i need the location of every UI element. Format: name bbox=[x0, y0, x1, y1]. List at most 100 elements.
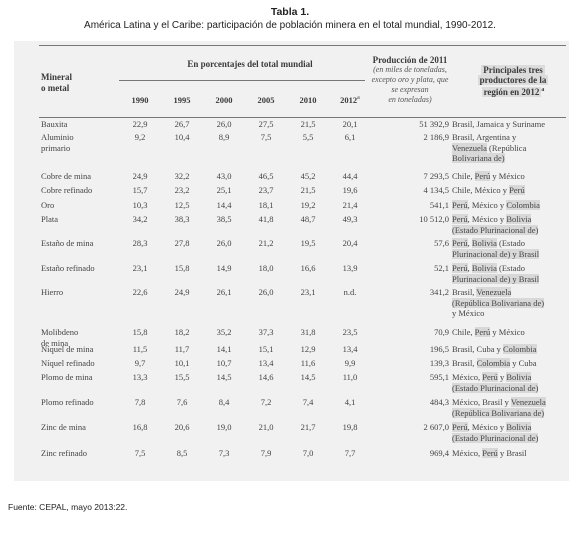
percent-value: 14,9 bbox=[216, 263, 232, 273]
percent-value: 43,0 bbox=[216, 171, 232, 181]
mineral-name: Cobre refinado bbox=[41, 185, 93, 195]
percent-value: 7,2 bbox=[260, 397, 272, 407]
percent-value: 21,4 bbox=[342, 200, 358, 210]
header-percent: En porcentajes del total mundial bbox=[187, 59, 313, 69]
percent-value: 8,9 bbox=[218, 132, 230, 142]
percent-value: 13,4 bbox=[342, 344, 358, 354]
percent-value: 14,6 bbox=[258, 372, 274, 382]
production-value: 2 186,9 bbox=[423, 132, 450, 142]
producer-countries: Brasil, Colombia y Cuba bbox=[452, 358, 537, 368]
percent-value: 10,3 bbox=[132, 200, 148, 210]
percent-value: 7,8 bbox=[134, 397, 146, 407]
table-number: Tabla 1. bbox=[270, 6, 310, 18]
percent-value: 19,8 bbox=[342, 422, 358, 432]
percent-value: 23,2 bbox=[174, 185, 190, 195]
mineral-name: Cobre de mina bbox=[41, 171, 92, 181]
percent-value: 7,5 bbox=[134, 448, 146, 458]
percent-value: 7,3 bbox=[218, 448, 230, 458]
percent-value: 8,5 bbox=[176, 448, 188, 458]
percent-value: 23,1 bbox=[300, 287, 316, 297]
year-2000: 2000 bbox=[215, 95, 233, 105]
year-headers: 1990 1995 2000 2005 2010 2012a bbox=[39, 95, 566, 109]
table-panel: Mineral o metal En porcentajes del total… bbox=[14, 41, 569, 481]
source-note: Fuente: CEPAL, mayo 2013:22. bbox=[8, 502, 128, 512]
producer-countries: Perú, Bolivia (Estado Plurinacional de) y… bbox=[452, 238, 540, 259]
percent-value: 13,4 bbox=[258, 358, 274, 368]
percent-value: 7,5 bbox=[260, 132, 272, 142]
percent-value: 16,8 bbox=[132, 422, 148, 432]
percent-value: 24,9 bbox=[132, 171, 148, 181]
percent-value: 7,6 bbox=[176, 397, 188, 407]
production-value: 57,6 bbox=[434, 238, 449, 248]
percent-value: 4,1 bbox=[344, 397, 356, 407]
percent-value: 14,5 bbox=[300, 372, 316, 382]
percent-value: 22,9 bbox=[132, 119, 148, 129]
percent-value: n.d. bbox=[343, 287, 357, 297]
production-value: 196,5 bbox=[429, 344, 449, 354]
year-2005: 2005 bbox=[257, 95, 275, 105]
percent-value: 31,8 bbox=[300, 327, 316, 337]
percent-value: 11,5 bbox=[132, 344, 148, 354]
percent-value: 7,4 bbox=[302, 397, 314, 407]
percent-value: 38,5 bbox=[216, 214, 232, 224]
percent-value: 48,7 bbox=[300, 214, 316, 224]
producer-countries: Perú, México y Bolivia (Estado Plurinacio… bbox=[452, 214, 539, 235]
percent-value: 7,7 bbox=[344, 448, 356, 458]
production-value: 341,2 bbox=[429, 287, 449, 297]
percent-value: 44,4 bbox=[342, 171, 358, 181]
percent-value: 9,7 bbox=[134, 358, 146, 368]
mineral-name: Níquel refinado bbox=[41, 358, 95, 368]
percent-value: 15,5 bbox=[174, 372, 190, 382]
production-value: 52,1 bbox=[434, 263, 449, 273]
mineral-name: Zinc de mina bbox=[41, 422, 86, 432]
producer-countries: Brasil, Cuba y Colombia bbox=[452, 344, 537, 354]
percent-value: 19,2 bbox=[300, 200, 316, 210]
producer-countries: Perú, México y Bolivia (Estado Plurinacio… bbox=[452, 422, 539, 443]
mineral-name: Aluminio primario bbox=[41, 132, 74, 153]
percent-value: 7,0 bbox=[302, 448, 314, 458]
year-2012: 2012a bbox=[340, 95, 360, 105]
percent-value: 10,7 bbox=[216, 358, 232, 368]
percent-value: 22,6 bbox=[132, 287, 148, 297]
production-value: 2 607,0 bbox=[423, 422, 450, 432]
producer-countries: Brasil, Venezuela (República Bolivariana … bbox=[452, 287, 545, 318]
production-value: 70,9 bbox=[434, 327, 449, 337]
percent-value: 23,5 bbox=[342, 327, 358, 337]
percent-value: 14,1 bbox=[216, 344, 232, 354]
producer-countries: México, Perú y Bolivia (Estado Plurinacio… bbox=[452, 372, 539, 393]
producer-countries: Brasil, Jamaica y Suriname bbox=[452, 119, 546, 129]
percent-value: 16,6 bbox=[300, 263, 316, 273]
percent-value: 19,6 bbox=[342, 185, 358, 195]
production-value: 595,1 bbox=[429, 372, 449, 382]
percent-value: 21,0 bbox=[258, 422, 274, 432]
producer-countries: Perú, Bolivia (Estado Plurinacional de) y… bbox=[452, 263, 540, 284]
mineral-name: Plata bbox=[41, 214, 58, 224]
percent-value: 26,0 bbox=[216, 238, 232, 248]
percent-value: 12,9 bbox=[300, 344, 316, 354]
percent-value: 27,5 bbox=[258, 119, 274, 129]
mineral-name: Zinc refinado bbox=[41, 448, 88, 458]
percent-value: 26,0 bbox=[258, 287, 274, 297]
percent-rule bbox=[119, 80, 365, 81]
percent-value: 11,6 bbox=[300, 358, 316, 368]
percent-value: 7,9 bbox=[260, 448, 272, 458]
percent-value: 12,5 bbox=[174, 200, 190, 210]
producer-countries: Chile, Perú y México bbox=[452, 327, 525, 337]
percent-value: 13,3 bbox=[132, 372, 148, 382]
percent-value: 9,2 bbox=[134, 132, 146, 142]
producer-countries: Chile, Perú y México bbox=[452, 171, 525, 181]
producer-countries: Chile, México y Perú bbox=[452, 185, 525, 195]
percent-value: 26,0 bbox=[216, 119, 232, 129]
percent-value: 19,0 bbox=[216, 422, 232, 432]
mineral-name: Plomo refinado bbox=[41, 397, 94, 407]
percent-value: 15,1 bbox=[258, 344, 274, 354]
mineral-name: Oro bbox=[41, 200, 55, 210]
production-value: 541,1 bbox=[429, 200, 449, 210]
producer-countries: Brasil, Argentina y Venezuela (República B… bbox=[452, 132, 527, 163]
percent-value: 23,1 bbox=[132, 263, 148, 273]
production-value: 484,3 bbox=[429, 397, 449, 407]
production-value: 139,3 bbox=[429, 358, 449, 368]
percent-value: 49,3 bbox=[342, 214, 358, 224]
percent-value: 14,4 bbox=[216, 200, 232, 210]
producer-countries: México, Brasil y Venezuela (República Bol… bbox=[452, 397, 546, 418]
